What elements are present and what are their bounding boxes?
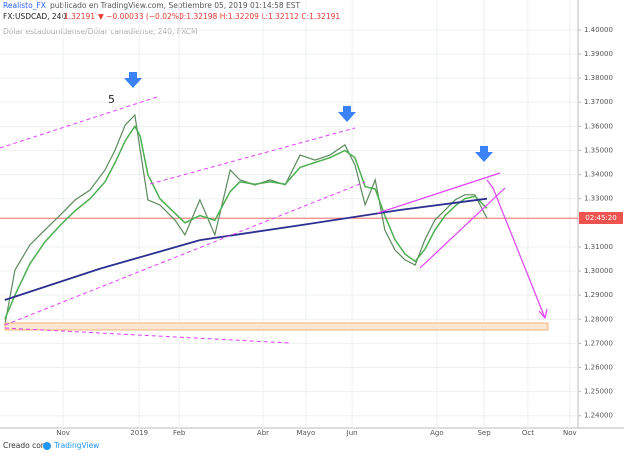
change: ▼ −0.00033 (−0.02%)	[98, 12, 182, 21]
trend-line	[4, 327, 291, 344]
countdown-box	[579, 212, 623, 224]
arrow	[475, 146, 493, 162]
arrow	[338, 106, 356, 122]
wedge-line	[377, 172, 501, 214]
countdown: 02:45:20	[585, 214, 616, 222]
arrow-head	[538, 308, 548, 320]
x-tick-label: Oct	[522, 429, 534, 437]
drawings	[0, 72, 549, 344]
y-tick-label: 1.28000	[584, 315, 613, 323]
footer-prefix: Creado con	[3, 441, 46, 450]
y-tick-label: 1.39000	[584, 50, 613, 58]
last-price: 1.32191	[64, 12, 95, 21]
trend-line	[4, 181, 366, 326]
y-tick-label: 1.38000	[584, 74, 613, 82]
series-line	[4, 113, 488, 326]
published: publicado en TradingView.com, Septiembre…	[50, 1, 301, 10]
y-tick-label: 1.35000	[584, 146, 613, 154]
y-tick-label: 1.36000	[584, 122, 613, 130]
trend-line	[0, 95, 161, 149]
y-tick-label: 1.31000	[584, 243, 613, 251]
y-tick-label: 1.25000	[584, 388, 613, 396]
x-tick-label: Feb	[173, 429, 186, 437]
logo	[43, 442, 51, 450]
x-tick-label: Nov	[56, 429, 70, 437]
y-tick-label: 1.34000	[584, 171, 613, 179]
series-line	[4, 124, 488, 320]
wedge-line	[419, 187, 506, 269]
arrow	[124, 72, 142, 88]
author[interactable]: Realisto_FX	[3, 1, 46, 10]
footer-brand[interactable]: TradingView	[53, 441, 99, 450]
y-tick-label: 1.33000	[584, 195, 613, 203]
symbol: FX:USDCAD, 240	[3, 12, 66, 21]
x-tick-label: Jun	[346, 429, 358, 437]
y-tick-label: 1.40000	[584, 26, 613, 34]
projection	[486, 179, 546, 319]
x-tick-label: Mayo	[296, 429, 315, 437]
y-tick-label: 1.26000	[584, 363, 613, 371]
annotation: 5	[108, 93, 115, 106]
x-tick-label: Ago	[430, 429, 444, 437]
y-tick-label: 1.29000	[584, 291, 613, 299]
trend-line	[149, 127, 356, 185]
x-tick-label: Sep	[477, 429, 491, 437]
zone	[4, 322, 549, 331]
y-tick-label: 1.24000	[584, 412, 613, 420]
x-tick-label: Nov	[563, 429, 577, 437]
y-tick-label: 1.30000	[584, 267, 613, 275]
y-tick-label: 1.27000	[584, 339, 613, 347]
ohlc: O:1.32198 H:1.32209 L:1.32112 C:1.32191	[178, 12, 340, 21]
x-tick-label: 2019	[130, 429, 148, 437]
y-tick-label: 1.37000	[584, 98, 613, 106]
series-line	[4, 197, 488, 301]
watermark: Dólar estadounidense/Dólar canadiense, 2…	[3, 27, 197, 36]
x-tick-label: Abr	[257, 429, 269, 437]
signal-arrows	[124, 72, 493, 162]
